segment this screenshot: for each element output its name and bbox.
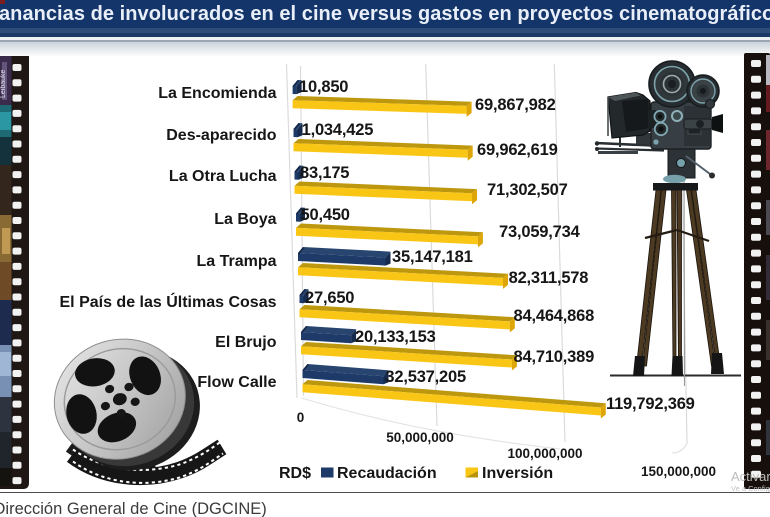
svg-text:Leibauke: Leibauke (0, 69, 7, 98)
